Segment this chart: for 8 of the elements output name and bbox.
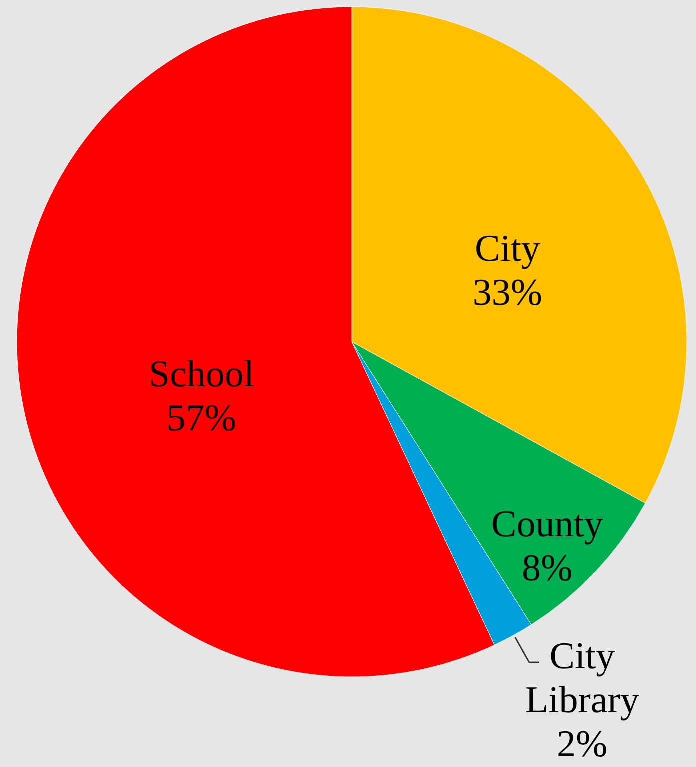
data-label: 2% [557, 724, 608, 766]
slice-label: School [148, 354, 254, 396]
data-label: 57% [166, 398, 236, 440]
slice-label: City Library [525, 636, 640, 722]
data-label: 8% [522, 547, 573, 590]
data-label: 33% [472, 272, 543, 314]
slice-label: County [491, 503, 604, 546]
slice-label: City [474, 228, 540, 270]
